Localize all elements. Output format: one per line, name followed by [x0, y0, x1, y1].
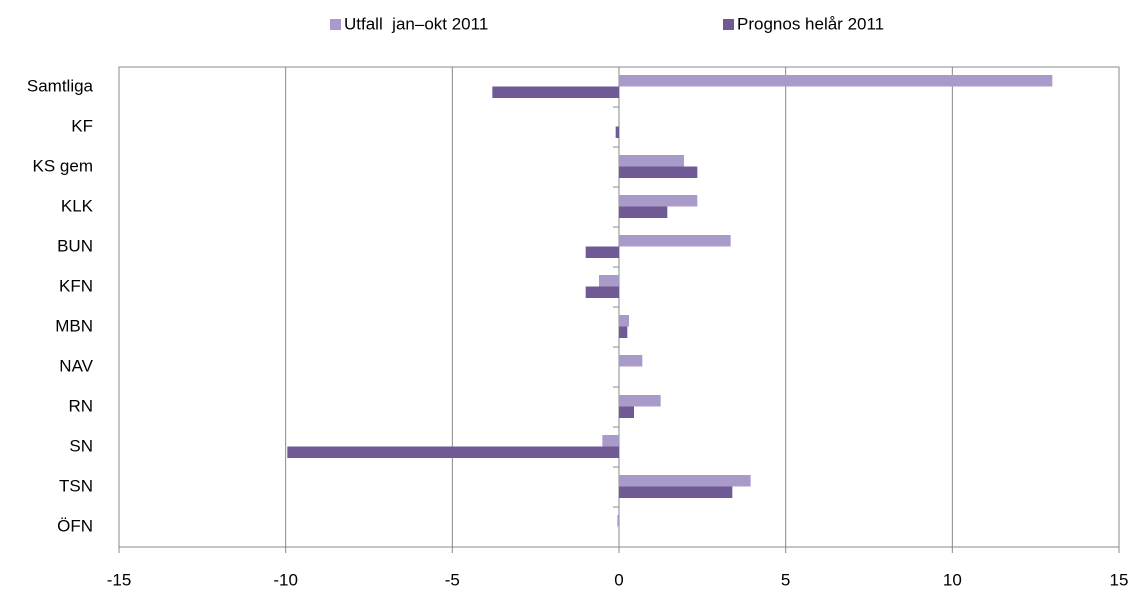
bar — [619, 315, 629, 327]
bar — [619, 75, 1053, 87]
y-tick-label: KFN — [59, 276, 93, 295]
bar — [619, 486, 733, 498]
bar — [619, 475, 751, 487]
x-tick-label: 5 — [781, 570, 790, 589]
bar — [599, 275, 619, 287]
bar — [492, 86, 619, 98]
y-tick-label: KLK — [61, 196, 94, 215]
bar — [615, 126, 619, 138]
x-tick-label: -10 — [273, 570, 298, 589]
x-tick-label: -5 — [445, 570, 460, 589]
bar — [619, 355, 643, 367]
x-tick-label: -15 — [107, 570, 132, 589]
bar — [619, 206, 668, 218]
bar — [602, 435, 619, 447]
bar — [619, 406, 634, 418]
bar — [619, 195, 698, 207]
bar — [585, 286, 619, 298]
x-tick-label: 0 — [614, 570, 623, 589]
x-tick-label: 10 — [943, 570, 962, 589]
y-tick-label: NAV — [59, 356, 93, 375]
bar — [617, 515, 619, 527]
x-tick-label: 15 — [1110, 570, 1129, 589]
bar — [619, 235, 731, 247]
y-tick-label: KS gem — [33, 156, 93, 175]
y-tick-label: RN — [68, 396, 93, 415]
legend-swatch — [723, 19, 734, 30]
legend-swatch — [330, 19, 341, 30]
y-tick-label: BUN — [57, 236, 93, 255]
legend-label: Utfall jan–okt 2011 — [344, 14, 488, 33]
bar — [287, 446, 619, 458]
bar — [619, 326, 628, 338]
y-tick-label: KF — [71, 116, 93, 135]
bar — [619, 166, 698, 178]
y-tick-label: Samtliga — [27, 76, 94, 95]
y-tick-label: SN — [69, 436, 93, 455]
legend-label: Prognos helår 2011 — [737, 14, 884, 33]
bar — [619, 155, 684, 167]
bar — [619, 395, 661, 407]
y-tick-label: ÖFN — [57, 516, 93, 535]
bar — [585, 246, 619, 258]
y-tick-label: TSN — [59, 476, 93, 495]
y-tick-label: MBN — [55, 316, 93, 335]
